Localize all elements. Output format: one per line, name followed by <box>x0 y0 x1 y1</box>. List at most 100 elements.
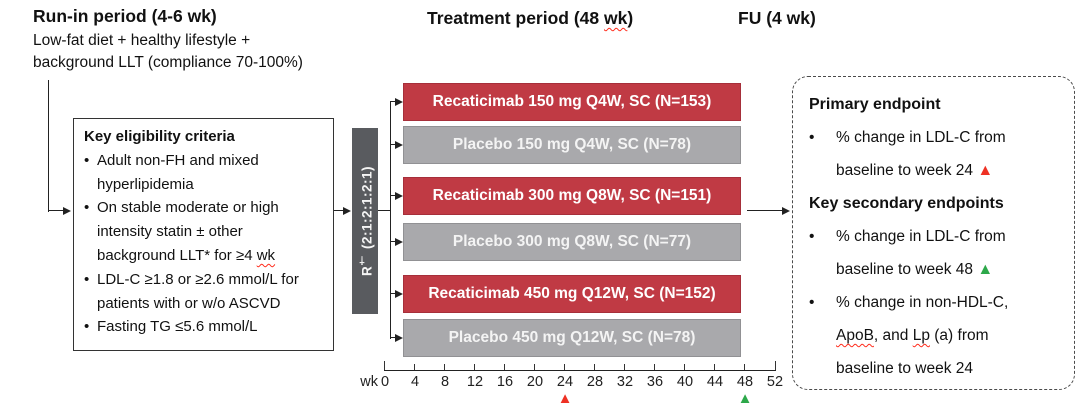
bullet-icon: • <box>84 151 90 169</box>
bullet-icon: • <box>809 129 815 146</box>
branch-arrowhead-icon <box>395 333 403 342</box>
axis-tick-label: 32 <box>616 374 634 390</box>
week48-secondary-marker-icon: ▲ <box>737 390 753 407</box>
endpoint-line: baseline to week 24 <box>836 360 974 377</box>
axis-tick <box>744 364 745 370</box>
eligibility-to-randomization-arrowhead-icon <box>343 206 351 215</box>
eligibility-line-text: background LLT* for ≥4 <box>97 246 257 264</box>
eligibility-item-ldl: • LDL-C ≥1.8 or ≥2.6 mmol/L for patients… <box>84 268 325 316</box>
eligibility-item-statin: • On stable moderate or high intensity s… <box>84 196 325 267</box>
randomization-box: R† (2:1:2:1:2:1) <box>352 128 378 314</box>
run-in-arrowhead-icon <box>63 206 71 215</box>
endpoints-box: Primary endpoint • % change in LDL-C fro… <box>792 76 1075 390</box>
endpoint-line: ApoB, and Lp (a) from <box>836 319 1008 352</box>
axis-tick-label: 4 <box>410 374 420 390</box>
eligibility-line: hyperlipidemia <box>97 175 194 193</box>
axis-tick <box>444 364 445 370</box>
branch-arrowhead-icon <box>395 97 403 106</box>
treatment-title-text: Treatment period (48 <box>427 8 604 28</box>
axis-tick-label: 36 <box>646 374 664 390</box>
run-in-line-1: Low-fat diet + healthy lifestyle + <box>33 32 251 49</box>
endpoint-line: % change in LDL-C from <box>836 228 1006 245</box>
eligibility-to-randomization-line <box>334 210 344 211</box>
axis-tick-label: 24 <box>556 374 574 390</box>
secondary-endpoint-item-ldl48: • % change in LDL-C from baseline to wee… <box>809 220 1062 286</box>
run-in-period-description: Low-fat diet + healthy lifestyle + backg… <box>33 30 303 74</box>
run-in-line-2: background LLT (compliance 70-100%) <box>33 54 303 71</box>
eligibility-line: On stable moderate or high <box>97 199 279 217</box>
branch-line <box>390 241 397 242</box>
week24-primary-marker-icon: ▲ <box>557 390 573 407</box>
follow-up-title: FU (4 wk) <box>738 8 816 28</box>
treatment-title-paren: ) <box>627 8 634 28</box>
arm-bar-placebo-150: Placebo 150 mg Q4W, SC (N=78) <box>403 126 741 164</box>
treatment-period-title: Treatment period (48 wk) <box>427 8 633 29</box>
endpoint-line-text: baseline to week 24 <box>836 162 978 179</box>
eligibility-line: background LLT* for ≥4 wk <box>97 244 279 268</box>
axis-tick <box>594 364 595 370</box>
green-triangle-icon: ▲ <box>977 261 994 278</box>
key-secondary-endpoints-title: Key secondary endpoints <box>809 195 1004 212</box>
run-in-connector-vertical-line <box>48 80 49 212</box>
bullet-icon: • <box>809 294 815 311</box>
branch-arrowhead-icon <box>395 140 403 149</box>
axis-tick <box>504 364 505 370</box>
bullet-icon: • <box>84 318 90 336</box>
arm-bar-placebo-450: Placebo 450 mg Q12W, SC (N=78) <box>403 319 741 357</box>
endpoint-wavy-word-lp: Lp <box>912 327 930 344</box>
primary-endpoint-item: • % change in LDL-C from baseline to wee… <box>809 121 1062 187</box>
axis-tick <box>414 364 415 370</box>
axis-tick-label: 20 <box>526 374 544 390</box>
endpoint-line: % change in LDL-C from <box>836 129 1006 146</box>
endpoint-line-text: , and <box>873 327 913 344</box>
axis-tick <box>654 364 655 370</box>
arm-bar-recaticimab-450: Recaticimab 450 mg Q12W, SC (N=152) <box>403 275 741 313</box>
endpoint-line-text: baseline to week 48 <box>836 261 978 278</box>
branch-line <box>390 195 397 196</box>
axis-tick-label: 8 <box>440 374 450 390</box>
red-triangle-icon: ▲ <box>977 162 994 179</box>
branch-trunk-line <box>390 101 391 339</box>
eligibility-item-non-fh: • Adult non-FH and mixed hyperlipidemia <box>84 149 325 197</box>
arm-bar-placebo-300: Placebo 300 mg Q8W, SC (N=77) <box>403 223 741 261</box>
bullet-icon: • <box>809 228 815 245</box>
treatment-title-wavy-word: wk <box>604 8 628 28</box>
axis-tick <box>564 364 565 370</box>
axis-tick-label: 16 <box>496 374 514 390</box>
axis-tick-label: 28 <box>586 374 604 390</box>
bullet-icon: • <box>84 199 90 217</box>
branch-line <box>390 337 397 338</box>
axis-tick <box>714 364 715 370</box>
eligibility-line: Adult non-FH and mixed <box>97 151 259 169</box>
run-in-connector-horizontal-line <box>48 210 64 211</box>
branch-line <box>390 101 397 102</box>
arm-bar-recaticimab-150: Recaticimab 150 mg Q4W, SC (N=153) <box>403 83 741 121</box>
endpoint-line: baseline to week 24 ▲ <box>836 154 1006 187</box>
week-axis-line <box>384 370 776 371</box>
bullet-icon: • <box>84 270 90 288</box>
endpoint-line: baseline to week 48 ▲ <box>836 253 1006 286</box>
endpoint-line: % change in non-HDL-C, <box>836 294 1009 311</box>
arm-bar-recaticimab-300: Recaticimab 300 mg Q8W, SC (N=151) <box>403 177 741 215</box>
axis-unit-label: wk <box>360 374 378 390</box>
secondary-endpoint-item-nonhdl: • % change in non-HDL-C, ApoB, and Lp (a… <box>809 286 1062 385</box>
randomization-stub-line <box>378 210 391 211</box>
eligibility-line: LDL-C ≥1.8 or ≥2.6 mmol/L for <box>97 270 299 288</box>
eligibility-line: Fasting TG ≤5.6 mmol/L <box>97 318 258 336</box>
randomization-ratio: (2:1:2:1:2:1) <box>359 165 375 254</box>
branch-line <box>390 144 397 145</box>
branch-arrowhead-icon <box>395 191 403 200</box>
axis-tick <box>474 364 475 370</box>
axis-tick <box>624 364 625 370</box>
axis-tick <box>384 361 385 370</box>
axis-tick <box>534 364 535 370</box>
axis-tick-label: 44 <box>706 374 724 390</box>
arms-to-endpoints-line <box>747 210 784 211</box>
axis-tick-label: 48 <box>736 374 754 390</box>
randomization-label: R† (2:1:2:1:2:1) <box>356 166 375 276</box>
axis-tick <box>684 364 685 370</box>
endpoint-wavy-word-apob: ApoB <box>836 327 874 344</box>
arms-to-endpoints-arrowhead-icon <box>782 206 790 215</box>
randomization-r: R <box>359 265 375 277</box>
